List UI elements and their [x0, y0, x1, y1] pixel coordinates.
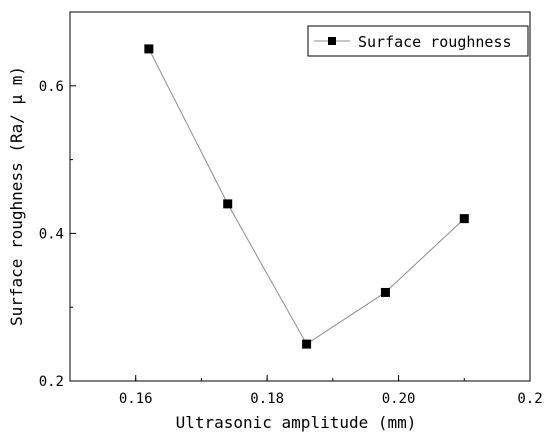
legend-label: Surface roughness [358, 33, 512, 51]
plot-frame [69, 11, 531, 382]
legend-marker [328, 37, 336, 45]
x-tick-label: 0.16 [119, 391, 153, 407]
y-axis-title: Surface roughness (Ra/ μ m) [7, 66, 26, 326]
series-layer [144, 44, 469, 349]
y-axis-ticks: 0.2 0.4 0.6 [39, 11, 76, 390]
data-point [302, 339, 312, 349]
series-line [148, 48, 465, 345]
x-axis-ticks: 0.16 0.18 0.20 0.2 [69, 375, 543, 407]
data-point [380, 287, 390, 297]
y-tick-label: 0.6 [39, 79, 64, 95]
data-point [459, 214, 469, 224]
x-tick-label: 0.18 [250, 391, 284, 407]
y-tick-label: 0.4 [39, 226, 64, 242]
data-point [144, 44, 154, 54]
legend: Surface roughness [307, 25, 529, 57]
x-axis-title: Ultrasonic amplitude (mm) [176, 413, 417, 432]
y-tick-label: 0.2 [39, 374, 64, 390]
data-point [223, 199, 233, 209]
x-tick-label: 0.2 [517, 391, 542, 407]
x-tick-label: 0.20 [382, 391, 416, 407]
